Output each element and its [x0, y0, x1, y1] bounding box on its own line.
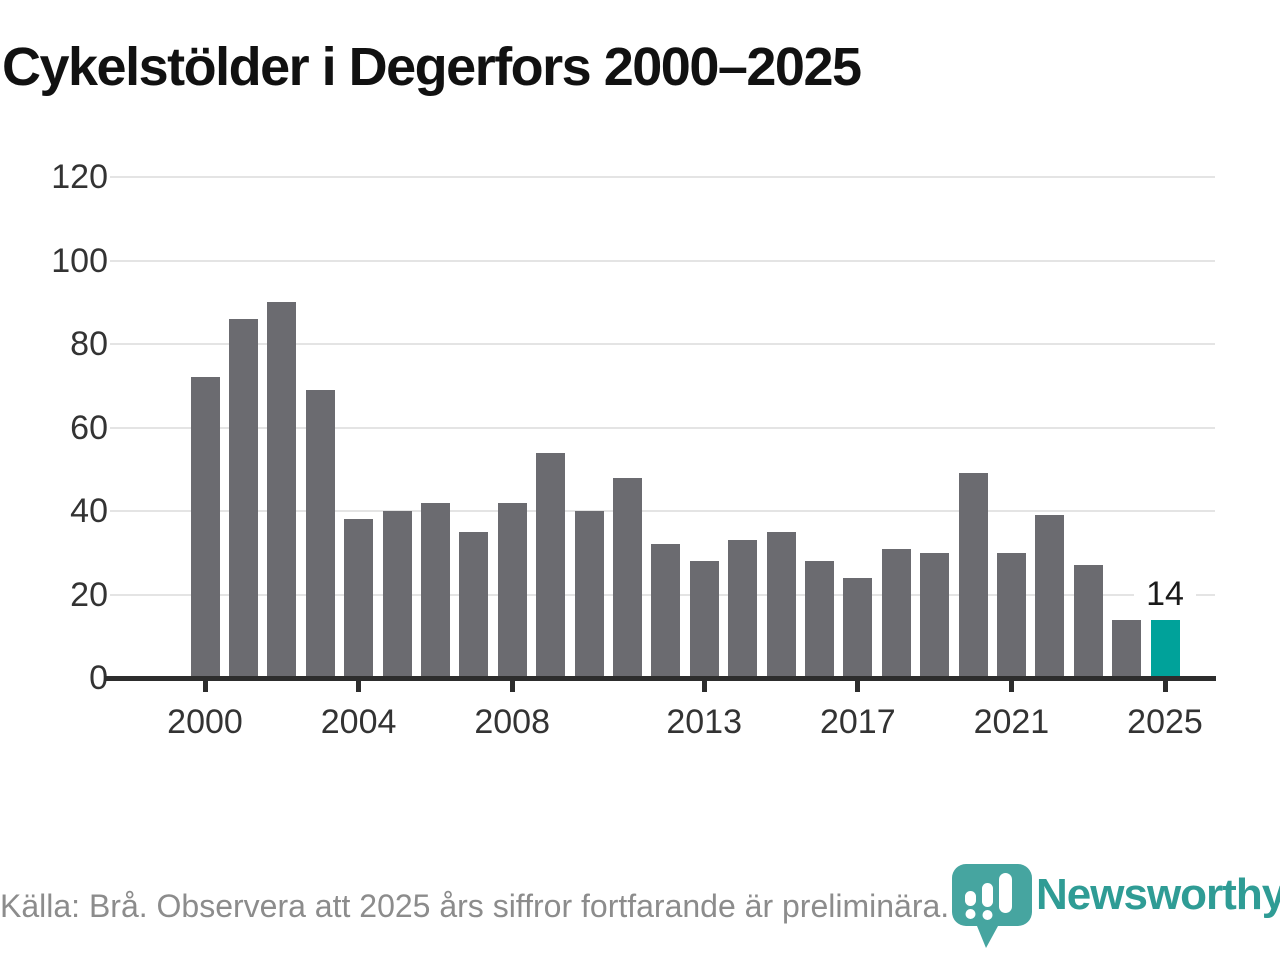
bar-2011 [612, 478, 642, 678]
bar-value-label-2025: 14 [1134, 573, 1196, 614]
bar-2001 [228, 319, 258, 678]
x-tick-2025 [1162, 681, 1168, 692]
bar-2016 [804, 561, 834, 678]
gridline-y-80 [110, 343, 1215, 345]
y-axis-label-100: 100 [51, 241, 108, 280]
brand-name: Newsworthy [1036, 870, 1280, 919]
gridline-y-40 [110, 510, 1215, 512]
y-axis-label-120: 120 [51, 158, 108, 196]
bar-2000 [190, 377, 220, 678]
newsworthy-logo: Newsworthy [952, 862, 1280, 954]
x-axis-label-2008: 2008 [474, 703, 550, 741]
y-axis-label-20: 20 [70, 575, 108, 614]
bar-2010 [574, 511, 604, 678]
y-axis-label-0: 0 [89, 659, 108, 697]
bar-2020 [958, 473, 988, 678]
x-axis-label-2021: 2021 [973, 703, 1050, 741]
x-axis-label-2013: 2013 [666, 703, 742, 741]
bar-2021 [996, 553, 1026, 678]
bar-2007 [459, 532, 489, 678]
bar-2019 [920, 553, 950, 678]
gridline-y-60 [110, 426, 1215, 429]
x-axis-label-2025: 2025 [1127, 703, 1203, 741]
bar-2015 [766, 532, 796, 678]
y-axis-label-40: 40 [70, 492, 108, 530]
x-tick-2000 [202, 681, 208, 692]
bar-2008 [497, 503, 527, 678]
bar-2009 [536, 453, 566, 678]
x-axis-label-2000: 2000 [167, 703, 243, 741]
bar-2014 [728, 540, 758, 678]
bar-2012 [651, 544, 681, 678]
bar-2004 [344, 519, 374, 678]
x-tick-2021 [1008, 681, 1014, 692]
bar-2002 [267, 302, 297, 678]
gridline-y-100 [110, 259, 1215, 262]
y-axis-label-80: 80 [70, 325, 108, 363]
bar-2022 [1035, 515, 1065, 678]
x-tick-2013 [701, 681, 707, 692]
x-tick-2008 [509, 681, 515, 692]
x-tick-2004 [356, 681, 362, 692]
x-axis-label-2017: 2017 [819, 703, 896, 741]
bar-2017 [843, 578, 873, 678]
bar-2003 [305, 390, 335, 678]
bar-2006 [420, 503, 450, 678]
x-axis-line [104, 676, 1216, 681]
x-tick-2017 [855, 681, 861, 692]
bar-2023 [1073, 565, 1103, 678]
gridline-y-120 [110, 176, 1215, 178]
bar-2024 [1112, 620, 1142, 678]
bar-2013 [689, 561, 719, 678]
bar-2025 [1150, 620, 1180, 678]
source-note: Källa: Brå. Observera att 2025 års siffr… [0, 888, 950, 924]
newsworthy-pin-icon [952, 864, 1032, 948]
bar-2018 [881, 549, 911, 678]
x-axis-label-2004: 2004 [320, 703, 397, 741]
y-axis-label-60: 60 [70, 408, 108, 447]
bar-2005 [382, 511, 412, 678]
chart-title: Cykelstölder i Degerfors 2000–2025 [2, 37, 862, 97]
